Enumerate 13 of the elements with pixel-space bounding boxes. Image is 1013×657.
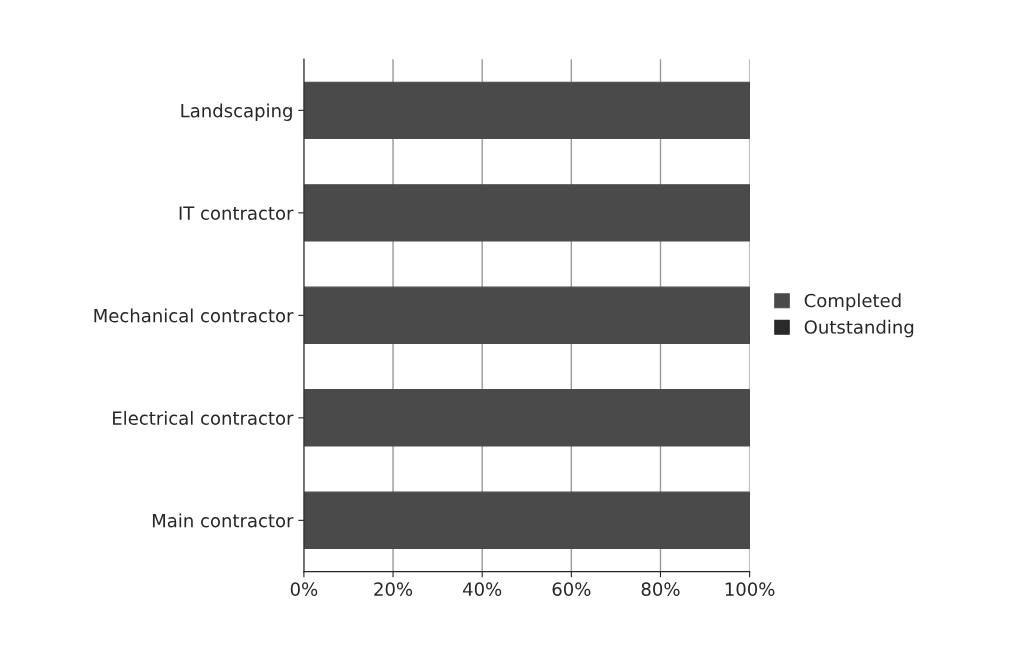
y-tick-label: IT contractor [179, 206, 294, 220]
y-tick-label: Main contractor [152, 513, 294, 528]
x-tick-label: 40% [463, 582, 502, 596]
legend-label: Completed [804, 293, 901, 311]
x-tick-label: 80% [641, 582, 680, 596]
x-tick-label: 0% [290, 582, 318, 596]
x-tick-label: 100% [725, 582, 775, 596]
y-tick-label: Landscaping [181, 103, 292, 121]
y-tick-label: Electrical contractor [113, 410, 294, 425]
x-tick-label: 60% [552, 582, 591, 596]
x-tick-label: 20% [374, 582, 413, 596]
y-tick-label: Mechanical contractor [94, 308, 294, 323]
legend-label: Outstanding [804, 319, 914, 338]
